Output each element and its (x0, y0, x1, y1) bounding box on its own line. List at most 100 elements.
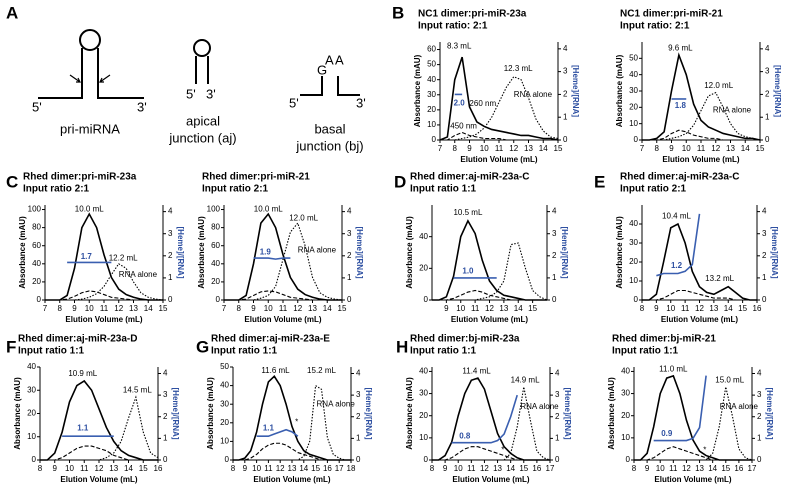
annotation: 450 nm (450, 122, 477, 131)
x-axis-label: Elution Volume (mL) (662, 155, 740, 164)
annotation: 15.2 mL (307, 366, 336, 375)
data-line (656, 213, 701, 277)
y2-tick-label: 4 (757, 369, 762, 378)
annotation: * (703, 445, 706, 454)
data-line (432, 446, 550, 461)
x-tick-label: 16 (323, 464, 332, 473)
y-axis-label: Absorbance (mAU) (607, 377, 616, 450)
annotation: 10.9 mL (68, 369, 97, 378)
y2-tick-label: 1 (163, 433, 168, 442)
y-tick-label: 30 (629, 86, 638, 95)
chart-title: NC1 dimer:pri-miR-21 (620, 9, 723, 20)
y2-tick-label: 3 (163, 390, 168, 399)
diagram-label: apical (186, 113, 220, 128)
annotation: 1.8 (675, 101, 687, 110)
x-tick-label: 17 (748, 464, 757, 473)
y-tick-label: 40 (427, 75, 436, 84)
x-tick-label: 10 (480, 144, 489, 153)
y-tick-label: 0 (432, 135, 437, 144)
axis (633, 367, 753, 461)
y-tick-label: 10 (427, 120, 436, 129)
chart-title: Rhed dimer:pri-miR-23a (23, 172, 137, 183)
x-tick-label: 8 (38, 464, 43, 473)
data-line (432, 386, 551, 461)
x-tick-label: 15 (528, 304, 537, 313)
panel-label: B (392, 3, 404, 22)
y-tick-label: 0 (424, 455, 429, 464)
diagram-label: junction (bj) (295, 138, 363, 153)
y-tick-label: 0 (634, 295, 639, 304)
y-tick-label: 60 (32, 241, 41, 250)
y2-tick-label: 2 (762, 251, 767, 260)
nucleotide: G (317, 62, 327, 77)
annotation: 1.7 (81, 252, 93, 261)
y-tick-label: 30 (427, 90, 436, 99)
annotation: * (501, 445, 504, 454)
y-tick-label: 40 (211, 259, 220, 268)
y-axis-label: Absorbance (mAU) (413, 54, 422, 127)
x-tick-label: 14 (741, 144, 750, 153)
y-tick-label: 30 (27, 385, 36, 394)
x-tick-label: 9 (251, 304, 256, 313)
y2-tick-label: 2 (765, 90, 770, 99)
nucleotide: A (335, 52, 344, 67)
y2-axis-label: [Heme]/[RNA] (765, 388, 774, 440)
x-tick-label: 11 (681, 304, 690, 313)
x-tick-label: 12 (114, 304, 123, 313)
x-tick-label: 14 (144, 304, 153, 313)
chart-subtitle: Input ratio 2:1 (620, 184, 687, 195)
y2-axis-label: [Heme]/[RNA] (773, 65, 782, 117)
end-label: 5' (186, 86, 196, 101)
y-axis-label: Absorbance (mAU) (405, 377, 414, 450)
chart-title: Rhed dimer:aj-miR-23a-E (211, 334, 330, 345)
y2-tick-label: 4 (555, 369, 560, 378)
panel-label: H (396, 337, 408, 356)
annotation: 10.5 mL (453, 208, 482, 217)
y2-tick-label: 1 (555, 433, 560, 442)
y-tick-label: 10 (629, 276, 638, 285)
x-axis-label: Elution Volume (mL) (661, 315, 739, 324)
y2-tick-label: 1 (762, 273, 767, 282)
y2-tick-label: 4 (765, 44, 770, 53)
annotation: 11.0 mL (659, 364, 688, 373)
y-tick-label: 10 (629, 119, 638, 128)
y-tick-label: 50 (220, 362, 229, 371)
y-tick-label: 40 (629, 70, 638, 79)
y-tick-label: 20 (629, 102, 638, 111)
x-tick-label: 14 (724, 304, 733, 313)
x-tick-label: 9 (72, 304, 77, 313)
y2-tick-label: 1 (168, 273, 173, 282)
y2-axis-label: [Heme]/[RNA] (176, 227, 185, 279)
end-label: 5' (32, 99, 42, 114)
apical-loop (193, 39, 211, 57)
x-tick-label: 14 (708, 464, 717, 473)
annotation: 14.9 mL (511, 375, 540, 384)
chart-subtitle: Input ratio: 2:1 (418, 21, 488, 32)
y2-tick-label: 4 (552, 207, 557, 216)
x-tick-label: 9 (669, 144, 674, 153)
annotation: 1.1 (77, 424, 89, 433)
annotation: 11.4 mL (462, 367, 491, 376)
annotation: 1.9 (260, 248, 272, 257)
data-line (440, 131, 558, 141)
y2-tick-label: 2 (552, 251, 557, 260)
annotation: 11.6 mL (261, 366, 290, 375)
x-tick-label: 15 (139, 464, 148, 473)
annotation: 10.4 mL (662, 212, 691, 221)
y2-tick-label: 2 (757, 412, 762, 421)
x-tick-label: 15 (554, 144, 563, 153)
x-tick-label: 13 (726, 144, 735, 153)
x-tick-label: 8 (453, 144, 458, 153)
chart-title: Rhed dimer:aj-miR-23a-C (410, 172, 529, 183)
y2-tick-label: 2 (555, 412, 560, 421)
axis (431, 367, 551, 461)
x-tick-label: 7 (43, 304, 48, 313)
y-tick-label: 30 (419, 389, 428, 398)
y-axis-label: Absorbance (mAU) (13, 377, 22, 450)
data-line (642, 129, 760, 141)
x-axis-label: Elution Volume (mL) (460, 155, 538, 164)
y-tick-label: 0 (32, 455, 37, 464)
y2-tick-label: 2 (347, 251, 352, 260)
y-tick-label: 0 (225, 455, 230, 464)
y-axis-label: Absorbance (mAU) (615, 216, 624, 289)
